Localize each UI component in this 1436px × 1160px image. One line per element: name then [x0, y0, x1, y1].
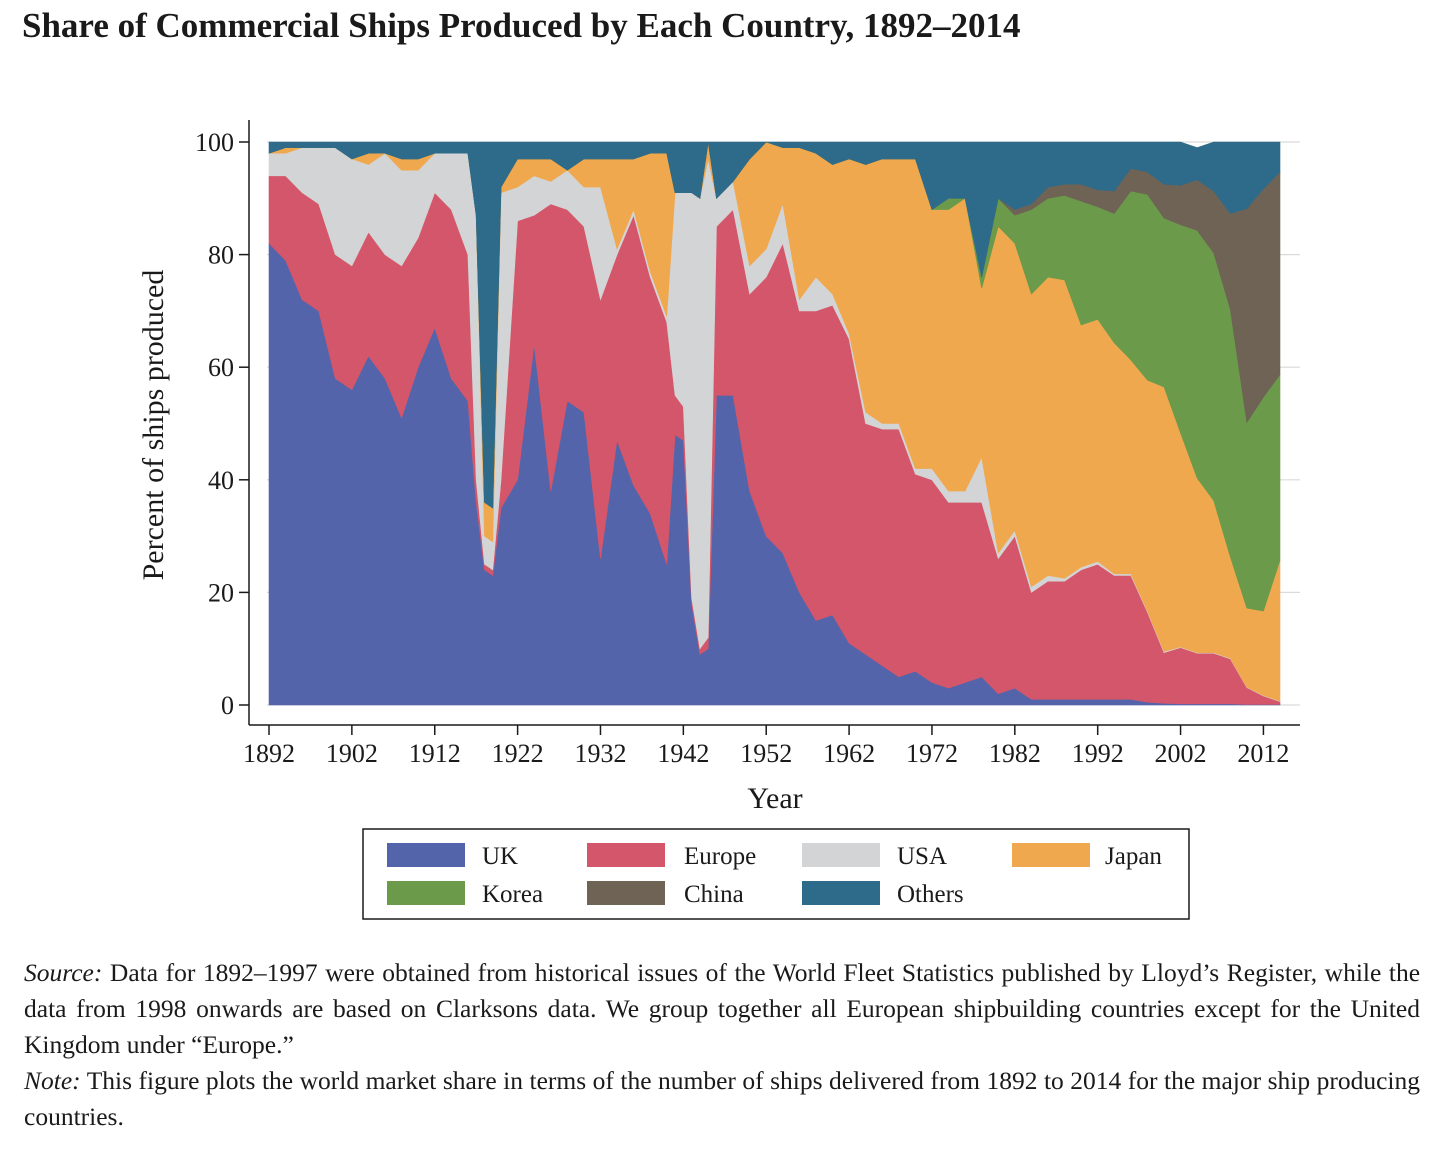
x-tick-label-1982: 1982	[989, 739, 1041, 768]
legend-swatch-uk	[387, 843, 465, 867]
legend-swatch-usa	[802, 843, 880, 867]
x-tick-label-1962: 1962	[823, 739, 875, 768]
x-tick-label-1892: 1892	[243, 739, 295, 768]
chart-title: Share of Commercial Ships Produced by Ea…	[22, 6, 1021, 45]
y-tick-label-60: 60	[208, 353, 234, 382]
legend-swatch-europe	[587, 843, 665, 867]
series-areas	[268, 141, 1281, 706]
area-others	[268, 141, 1281, 509]
source-text: Data for 1892–1997 were obtained from hi…	[24, 958, 1421, 1059]
x-tick-label-1902: 1902	[326, 739, 378, 768]
x-axis-title: Year	[747, 782, 802, 815]
y-tick-label-20: 20	[208, 578, 234, 607]
legend-swatch-china	[587, 881, 665, 905]
x-tick-label-1972: 1972	[906, 739, 958, 768]
x-tick-label-1912: 1912	[409, 739, 461, 768]
stacked-area-chart: 0 20 40 60 80 100 1892 1902 1912 1922 1932 1942 195…	[137, 120, 1300, 920]
legend-swatch-korea	[387, 881, 465, 905]
legend-label-usa: USA	[897, 843, 947, 870]
y-ticks: 0 20 40 60 80 100	[195, 128, 249, 720]
legend: UK Europe USA Japan Korea China Others	[362, 828, 1190, 920]
y-tick-label-100: 100	[195, 128, 234, 157]
figure-notes: Source: Data for 1892–1997 were obtained…	[24, 955, 1420, 1135]
y-tick-label-80: 80	[208, 241, 234, 270]
x-tick-label-1992: 1992	[1072, 739, 1124, 768]
note: Note: This figure plots the world market…	[24, 1063, 1420, 1135]
legend-label-others: Others	[897, 881, 964, 908]
x-tick-label-1942: 1942	[657, 739, 709, 768]
x-tick-label-1952: 1952	[740, 739, 792, 768]
note-label: Note:	[24, 1066, 81, 1095]
y-tick-label-40: 40	[208, 466, 234, 495]
note-text: This figure plots the world market share…	[24, 1066, 1420, 1131]
y-tick-label-0: 0	[221, 691, 234, 720]
source-note: Source: Data for 1892–1997 were obtained…	[24, 955, 1420, 1063]
legend-swatch-japan	[1012, 843, 1090, 867]
x-tick-label-1932: 1932	[574, 739, 626, 768]
x-tick-label-2002: 2002	[1155, 739, 1207, 768]
legend-label-china: China	[684, 881, 744, 908]
legend-label-japan: Japan	[1105, 843, 1162, 870]
legend-label-korea: Korea	[482, 881, 543, 908]
x-tick-label-1922: 1922	[492, 739, 544, 768]
source-label: Source:	[24, 958, 103, 987]
legend-swatch-others	[802, 881, 880, 905]
x-ticks: 1892 1902 1912 1922 1932 1942 1952 1962 1972 1982…	[243, 725, 1289, 768]
legend-label-uk: UK	[482, 843, 518, 870]
legend-label-europe: Europe	[684, 843, 756, 870]
x-tick-label-2012: 2012	[1237, 739, 1289, 768]
y-axis-title: Percent of ships produced	[137, 270, 170, 581]
axes	[248, 120, 1300, 726]
